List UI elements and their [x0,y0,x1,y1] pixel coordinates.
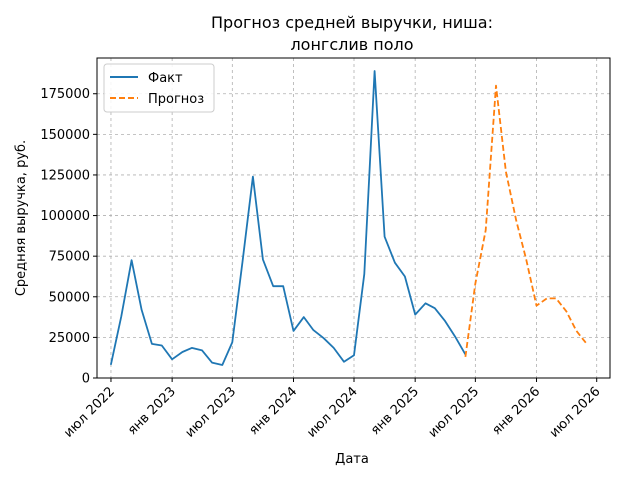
legend-label-fact: Факт [148,71,183,86]
y-tick-label: 0 [82,372,90,387]
y-axis-title: Средняя выручка, руб. [14,140,29,296]
y-tick-label: 125000 [40,168,90,183]
legend-label-forecast: Прогноз [148,92,204,107]
series-line-forecast [464,84,588,358]
series-layer [110,70,588,366]
y-tick-label: 75000 [49,250,90,265]
chart-title-line-1: Прогноз средней выручки, ниша: [211,13,493,32]
chart-title-line-2: лонгслив поло [290,35,413,54]
series-line-fact [110,70,467,366]
y-tick-label: 100000 [40,209,90,224]
y-tick-label: 25000 [49,331,90,346]
y-tick-label: 175000 [40,87,90,102]
x-axis-title: Дата [335,452,369,467]
y-axis: 0 25000 50000 75000 100000 125000 150000 175000 [40,87,97,387]
legend: Факт Прогноз [103,63,215,113]
y-tick-label: 150000 [40,128,90,143]
y-tick-label: 50000 [49,290,90,305]
